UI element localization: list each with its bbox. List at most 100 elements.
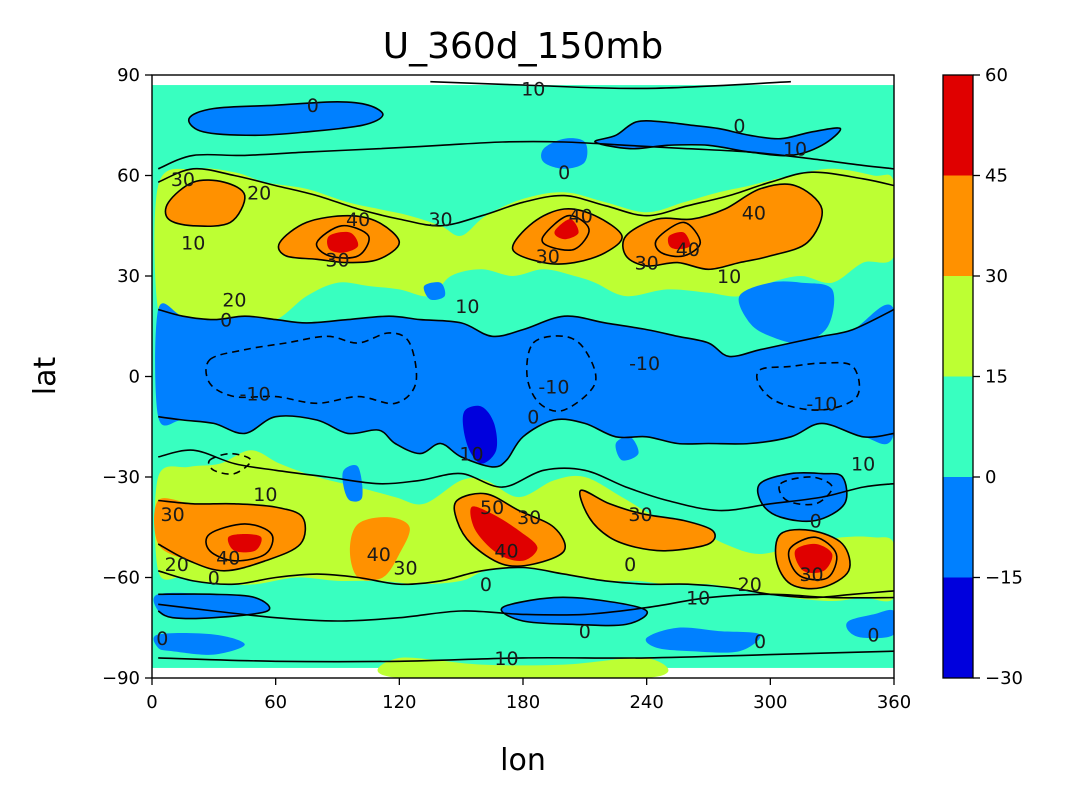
chart-title: U_360d_150mb [383,26,664,67]
contour-line-0 [157,593,271,620]
contour-region--15 [342,465,363,502]
x-tick-label: 180 [506,692,540,713]
contour-label: 0 [579,621,591,643]
contour-label: 10 [851,454,875,476]
contour-line-10 [430,80,791,90]
x-tick-label: 120 [382,692,416,713]
contour-label: 30 [799,564,823,586]
contour-label: 0 [156,628,168,650]
colorbar-segment [943,577,973,678]
contour-line-30 [579,489,716,552]
x-tick-label: 60 [264,692,287,713]
colorbar-segment [943,75,973,176]
colorbar-tick-label: −15 [985,568,1023,589]
contour-line-30 [157,499,307,572]
contour-label: 30 [628,504,652,526]
x-tick-label: 0 [146,692,157,713]
contour-label: 40 [742,202,766,224]
contour-label: 20 [247,182,271,204]
contour-line-10 [158,449,894,512]
contour-label: 0 [810,511,822,533]
contour-label: 10 [521,78,545,100]
colorbar-tick-label: 30 [985,266,1008,287]
contour-label: 40 [569,206,593,228]
contour-region--15 [188,101,383,136]
contour-region--30 [462,405,498,464]
contour-line-0 [158,415,894,468]
y-axis-label: lat [28,357,63,396]
contour-line-40 [205,523,274,562]
y-tick-label: 60 [117,166,140,187]
contour-line-40 [315,224,370,259]
contour-label: 30 [161,504,185,526]
contour-region-45 [327,231,359,253]
contour-region-15 [377,657,669,678]
contour-line-30 [622,183,824,271]
contour-line--10 [525,335,597,412]
contour-line-40 [541,214,590,251]
contour-line--10 [205,332,418,405]
contour-label: 40 [367,544,391,566]
y-tick-label: 90 [117,65,140,86]
contour-label: 0 [220,310,232,332]
contour-region-45 [470,506,538,562]
contour-label: -10 [806,393,837,415]
contour-region-45 [227,534,262,553]
contour-line-0 [187,100,384,137]
contour-line-20 [157,566,894,599]
contour-label: 40 [494,541,518,563]
contour-line-40 [654,221,702,258]
colorbar-segment [943,376,973,477]
contour-label: 10 [783,139,807,161]
contour-label: 30 [428,209,452,231]
contour-region--15 [594,120,841,156]
contour-label: 0 [624,554,636,576]
contour-label: -10 [240,383,271,405]
contour-label: 30 [536,246,560,268]
contour-label: 30 [325,249,349,271]
contour-label: 0 [527,407,539,429]
y-tick-label: −30 [102,467,140,488]
contour-label: 10 [459,444,483,466]
contour-label: 0 [867,624,879,646]
colorbar-tick-label: 45 [985,166,1008,187]
colorbar: −30 −15 0 15 30 45 60 [942,65,1023,689]
contour-region--15 [501,597,648,626]
contour-line-30 [511,207,623,265]
contour-line-0 [500,596,649,627]
contour-label: 30 [517,507,541,529]
y-tick-label: 30 [117,266,140,287]
colorbar-segment [943,276,973,377]
contour-line-0 [756,471,848,523]
contour-label: 10 [686,588,710,610]
contour-line-30 [453,492,566,567]
contour-region--15 [846,609,894,639]
contour-region-45 [554,219,579,240]
contour-region--15 [153,592,270,619]
contour-label: 0 [733,115,745,137]
colorbar-segment [943,175,973,276]
contour-region--15 [757,472,847,522]
contour-line--10 [207,452,252,475]
y-tick-label: −90 [102,668,140,689]
contour-region--15 [738,281,835,344]
contour-line-0 [157,308,894,358]
contour-label: 0 [208,568,220,590]
contour-label: 20 [222,289,246,311]
contour-label: 10 [717,266,741,288]
contour-region--15 [153,632,245,655]
contour-line--10 [778,476,833,506]
colorbar-segment [943,477,973,578]
x-axis-label: lon [500,743,546,778]
contour-region--15 [423,282,446,301]
colorbar-tick-label: 60 [985,65,1008,86]
contour-label: 0 [558,162,570,184]
contour-label: 50 [480,497,504,519]
contour-region--15 [615,436,639,461]
y-axis: −90 −60 −30 0 30 60 90 [102,65,152,689]
contour-region-30 [349,517,410,581]
contour-region-45 [794,543,833,574]
